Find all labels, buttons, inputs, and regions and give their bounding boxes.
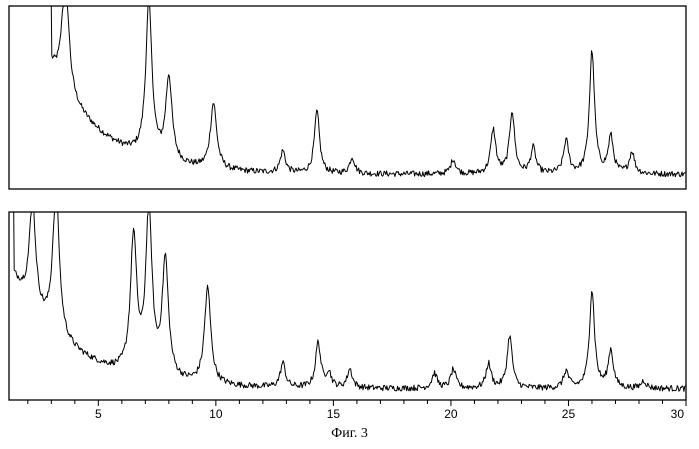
bottom-diffraction-trace [14,212,686,391]
xrd-diffractogram: 5 10 15 20 25 30 [0,0,699,420]
x-tick-label: 10 [209,407,223,420]
top-diffraction-trace [51,6,685,177]
x-tick-label: 5 [95,407,102,420]
figure-caption: Фиг. 3 [0,426,699,442]
top-diffractogram-panel [9,6,686,189]
x-tick-label: 15 [327,407,341,420]
x-axis: 5 10 15 20 25 30 [28,400,686,420]
x-tick-label: 25 [562,407,576,420]
x-tick-label: 20 [444,407,458,420]
bottom-diffractogram-panel [9,212,686,400]
x-tick-label: 30 [671,407,685,420]
top-panel-frame [9,6,686,189]
